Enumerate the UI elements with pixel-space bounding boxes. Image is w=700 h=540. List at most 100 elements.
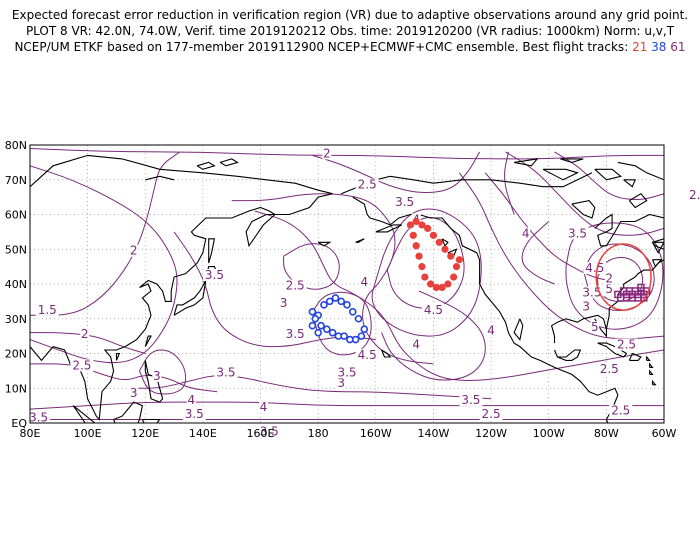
contour-label-bg [421,303,445,316]
coastline-segment [513,318,524,341]
contour-label-bg [411,338,421,351]
coastline-segment [605,221,664,330]
track-21-point [447,252,455,260]
track-38-point [314,328,322,337]
track-21-label: 21 [632,40,648,54]
coastline-segment [144,335,152,347]
title-line-2: PLOT 8 VR: 42.0N, 74.0W, Verif. time 201… [25,24,675,38]
coastline-segment [542,168,580,181]
track-38-point [337,297,346,306]
contour-label-bg [257,425,281,438]
contour-label-bg [283,279,307,292]
track-21-point [452,263,461,271]
contour-label: 4.5 [424,303,443,317]
track-38-point [311,314,320,323]
track-21-point [438,283,446,292]
track-38-point [334,332,343,340]
contour-label: 2.5 [689,188,700,202]
contour-label-bg [355,178,379,191]
track-38-point [320,301,328,309]
contour-line [173,231,376,348]
lon-label: 80W [594,427,619,440]
track-61-point [637,283,645,292]
contour-label-bg [202,269,226,282]
contour-label: 3.5 [568,226,587,240]
contour-label-bg [479,408,503,421]
contour-label: 2.5 [72,358,91,372]
contour-label: 3.5 [29,411,48,425]
coastline-segment [115,352,121,361]
contour-label: 2.5 [482,407,501,421]
contour-label-bg [283,328,307,341]
coastline-segment [651,379,657,386]
lat-label: 20N [5,348,27,361]
contour-line [130,375,492,400]
coastline-segment [550,314,607,344]
contour-label-bg [687,189,700,202]
title-line-3: NCEP/UM ETKF based on 177-member 2019112… [0,39,700,55]
lon-label: 140E [189,427,217,440]
track-21-point [409,231,417,239]
contour-label-bg [615,338,639,351]
coastline-segment [196,161,216,170]
contour-label: 3.5 [582,285,601,299]
coastline-segment [352,196,619,423]
coastline-segment [145,175,175,181]
contour-label: 2 [130,244,138,258]
contour-line [312,151,481,194]
contour-label-bg [359,276,369,288]
contour-label-bg [355,348,379,361]
contour-label: 4 [487,324,495,338]
contour-label: 3.5 [461,393,480,407]
lon-label: 160W [360,427,392,440]
track-38-point [346,335,354,344]
track-38-point [328,328,337,337]
track-38-point [343,301,351,309]
track-21-point [429,231,438,239]
coastline-segment [651,259,663,268]
lat-label: 80N [5,139,27,152]
contour-label-bg [214,366,238,379]
coastline-segment [441,238,449,247]
title-line-1: Expected forecast error reduction in ver… [11,8,689,22]
lon-label: 120E [131,427,159,440]
contour-line [30,148,664,160]
lon-label: 120W [475,427,507,440]
coastline-segment [219,158,239,167]
contour-label-bg [459,394,483,407]
contour-label: 1.5 [38,303,57,317]
track-38-point [348,307,357,316]
coastline-segment [617,161,664,181]
contour-line [231,193,434,365]
contour-label: 4.5 [585,261,604,275]
lat-label: 50N [5,243,27,256]
contour-label: 2.5 [358,178,377,192]
contour-label-bg [258,401,268,414]
contour-line [458,172,664,340]
contour-label: 3.5 [205,268,224,282]
contour-label-bg [129,244,139,257]
contour-line [139,349,187,395]
track-21-point [418,221,426,229]
contour-line [381,290,486,381]
contour-label: 3 [153,369,161,383]
track-38-point [325,297,334,306]
contour-label: 2 [605,272,613,286]
contour-label-bg [186,394,196,407]
contour-label: 2.5 [286,278,305,292]
coastline-segment [513,158,539,167]
contour-label-bg [80,328,90,341]
contour-label: 3.5 [395,195,414,209]
coastline-segment [30,154,333,195]
contour-line [30,401,664,410]
track-61-point [614,290,622,299]
contour-label: 4.5 [358,348,377,362]
lat-label: 10N [5,382,27,395]
contour-label-bg [486,324,496,337]
contour-label-bg [336,376,346,389]
contour-label: 2 [81,327,89,341]
track-21-point [455,256,463,264]
contour-label-bg [152,369,162,382]
contour-label-bg [182,408,206,421]
